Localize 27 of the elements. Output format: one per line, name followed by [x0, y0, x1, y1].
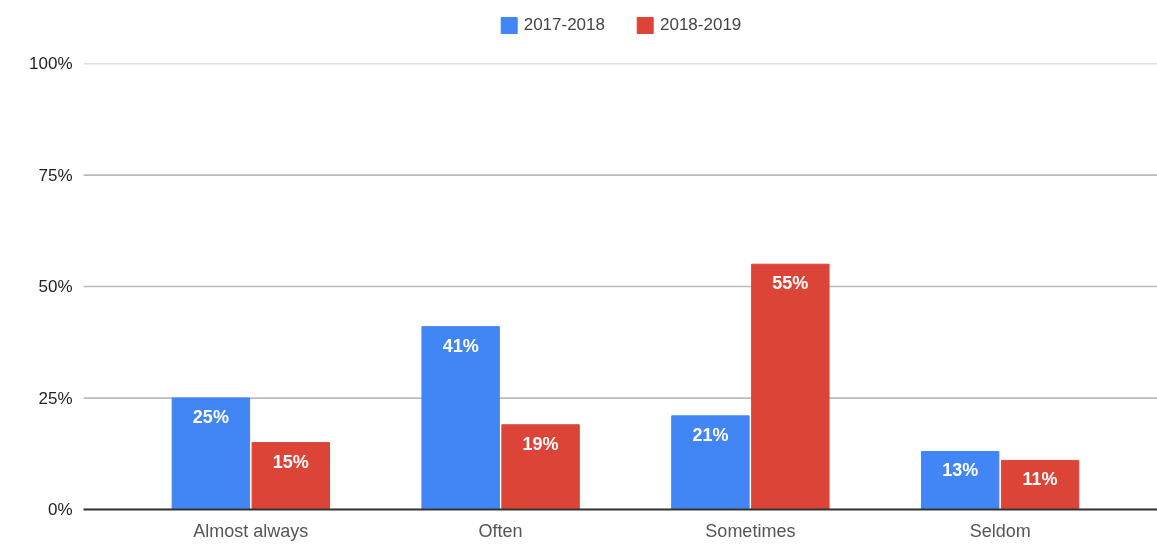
y-tick-label: 25%: [38, 388, 73, 408]
bar: [751, 263, 830, 510]
x-tick-label: Sometimes: [705, 520, 796, 541]
x-tick-label: Often: [478, 520, 523, 541]
data-label: 25%: [192, 406, 229, 427]
y-tick-label: 0%: [47, 500, 73, 519]
bar: [501, 424, 580, 510]
bar: [421, 326, 500, 510]
x-tick-label: Almost always: [193, 520, 309, 541]
data-label: 41%: [442, 335, 479, 356]
legend-label: 2018-2019: [660, 15, 742, 35]
data-label: 13%: [942, 460, 979, 481]
y-tick-label: 100%: [29, 54, 73, 73]
y-tick-label: 75%: [38, 165, 73, 185]
data-label: 21%: [692, 424, 729, 445]
bar: [1000, 459, 1080, 510]
x-tick-label: Seldom: [969, 520, 1031, 541]
bar: [251, 442, 331, 510]
data-label: 11%: [1022, 469, 1058, 490]
bar: [171, 397, 251, 510]
data-label: 19%: [522, 433, 559, 454]
data-label: 55%: [772, 273, 809, 294]
legend-label: 2017-2018: [523, 15, 605, 35]
bar: [920, 451, 1000, 510]
bar: [671, 415, 750, 510]
y-tick-label: 50%: [38, 277, 73, 296]
data-label: 15%: [272, 451, 309, 472]
